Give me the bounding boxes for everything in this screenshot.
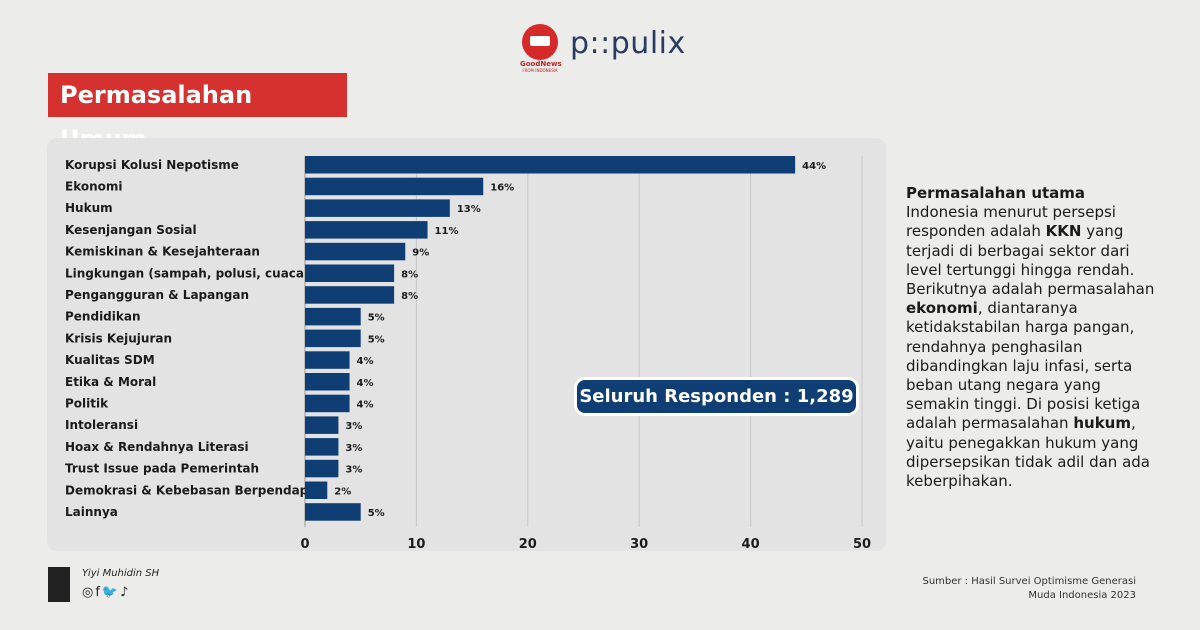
data-label: 8% [401, 269, 418, 280]
side-text-part: yang terjadi di berbagai sektor dari lev… [906, 222, 1155, 299]
bar [305, 286, 395, 304]
bar [305, 177, 484, 196]
data-label: 4% [357, 378, 374, 389]
x-tick-label: 50 [853, 537, 871, 551]
bar [305, 329, 361, 348]
category-label: Ekonomi [65, 179, 123, 193]
category-label: Lainnya [65, 505, 118, 519]
bar [305, 503, 361, 521]
data-label: 2% [334, 486, 351, 497]
category-label: Demokrasi & Kebebasan Berpendapat [65, 483, 322, 497]
bar [305, 438, 339, 456]
data-label: 4% [357, 399, 374, 410]
category-label: Pendidikan [65, 310, 141, 324]
category-label: Korupsi Kolusi Nepotisme [65, 158, 239, 172]
bar [305, 351, 350, 369]
header-logos: GoodNews FROM INDONESIA p::pulix [0, 20, 1200, 73]
data-label: 44% [802, 161, 826, 172]
x-tick-label: 10 [407, 537, 425, 551]
social-icons: ◎f🐦♪ [82, 585, 131, 600]
page-title: Permasalahan Umum [48, 73, 347, 153]
category-label: Politik [65, 396, 109, 410]
bar [305, 307, 361, 326]
source-note: Sumber : Hasil Survei Optimisme Generasi… [922, 575, 1136, 603]
x-tick-label: 20 [519, 537, 537, 551]
chart-panel: Korupsi Kolusi Nepotisme 44% Ekonomi 16% Huk… [47, 138, 886, 551]
category-label: Hoax & Rendahnya Literasi [65, 440, 249, 454]
respondent-count-badge: Seluruh Responden : 1,289 [577, 380, 856, 413]
category-label: Trust Issue pada Pemerintah [65, 462, 259, 476]
bar [305, 264, 395, 282]
bar [305, 481, 328, 499]
category-label: Intoleransi [65, 418, 138, 432]
category-label: Hukum [65, 201, 113, 215]
data-label: 8% [401, 291, 418, 302]
x-tick-label: 30 [630, 537, 648, 551]
side-text-part: , diantaranya ketidakstabilan harga pang… [906, 299, 1141, 433]
category-label: Kualitas SDM [65, 353, 155, 367]
bar [305, 156, 796, 174]
data-label: 3% [345, 465, 362, 476]
bar [305, 459, 339, 478]
x-tick-label: 0 [300, 537, 309, 551]
source-line-1: Sumber : Hasil Survei Optimisme Generasi [922, 576, 1136, 587]
category-label: Krisis Kejujuran [65, 331, 172, 345]
side-bold-kkn: KKN [1045, 222, 1082, 241]
bar [305, 373, 350, 391]
side-description: Permasalahan utama Indonesia menurut per… [906, 184, 1156, 491]
bar [305, 221, 428, 239]
side-text-part: Indonesia menurut persepsi responden ada… [906, 203, 1116, 241]
populix-logo: p::pulix [570, 26, 686, 61]
category-label: Kemiskinan & Kesejahteraan [65, 245, 260, 259]
side-heading: Permasalahan utama [906, 184, 1086, 202]
data-label: 3% [345, 421, 362, 432]
bar [305, 416, 339, 434]
goodnews-logo: GoodNews FROM INDONESIA [520, 24, 562, 73]
bar [305, 242, 406, 261]
data-label: 3% [345, 443, 362, 454]
source-line-2: Muda Indonesia 2023 [1028, 590, 1136, 601]
x-tick-label: 40 [742, 537, 760, 551]
data-label: 5% [368, 508, 385, 519]
data-label: 16% [490, 182, 514, 193]
bar [305, 199, 450, 217]
author-marker [48, 567, 70, 602]
side-text-part: , yaitu penegakkan hukum yang dipersepsi… [906, 414, 1150, 491]
goodnews-emblem-icon [522, 24, 558, 60]
bar-chart: Korupsi Kolusi Nepotisme 44% Ekonomi 16% Huk… [65, 156, 871, 551]
data-label: 13% [457, 204, 481, 215]
bar [305, 394, 350, 413]
side-bold-ekonomi: ekonomi [906, 299, 978, 318]
data-label: 9% [412, 248, 429, 259]
data-label: 11% [435, 226, 459, 237]
category-label: Etika & Moral [65, 375, 156, 389]
author-name: Yiyi Muhidin SH [82, 568, 160, 579]
category-label: Lingkungan (sampah, polusi, cuaca) [65, 266, 310, 280]
category-label: Kesenjangan Sosial [65, 223, 197, 237]
data-label: 5% [368, 313, 385, 324]
data-label: 5% [368, 334, 385, 345]
goodnews-logo-text: GoodNews [520, 60, 562, 68]
side-bold-hukum: hukum [1073, 414, 1131, 433]
category-label: Pengangguran & Lapangan [65, 288, 249, 302]
data-label: 4% [357, 356, 374, 367]
goodnews-logo-subtext: FROM INDONESIA [522, 68, 558, 73]
